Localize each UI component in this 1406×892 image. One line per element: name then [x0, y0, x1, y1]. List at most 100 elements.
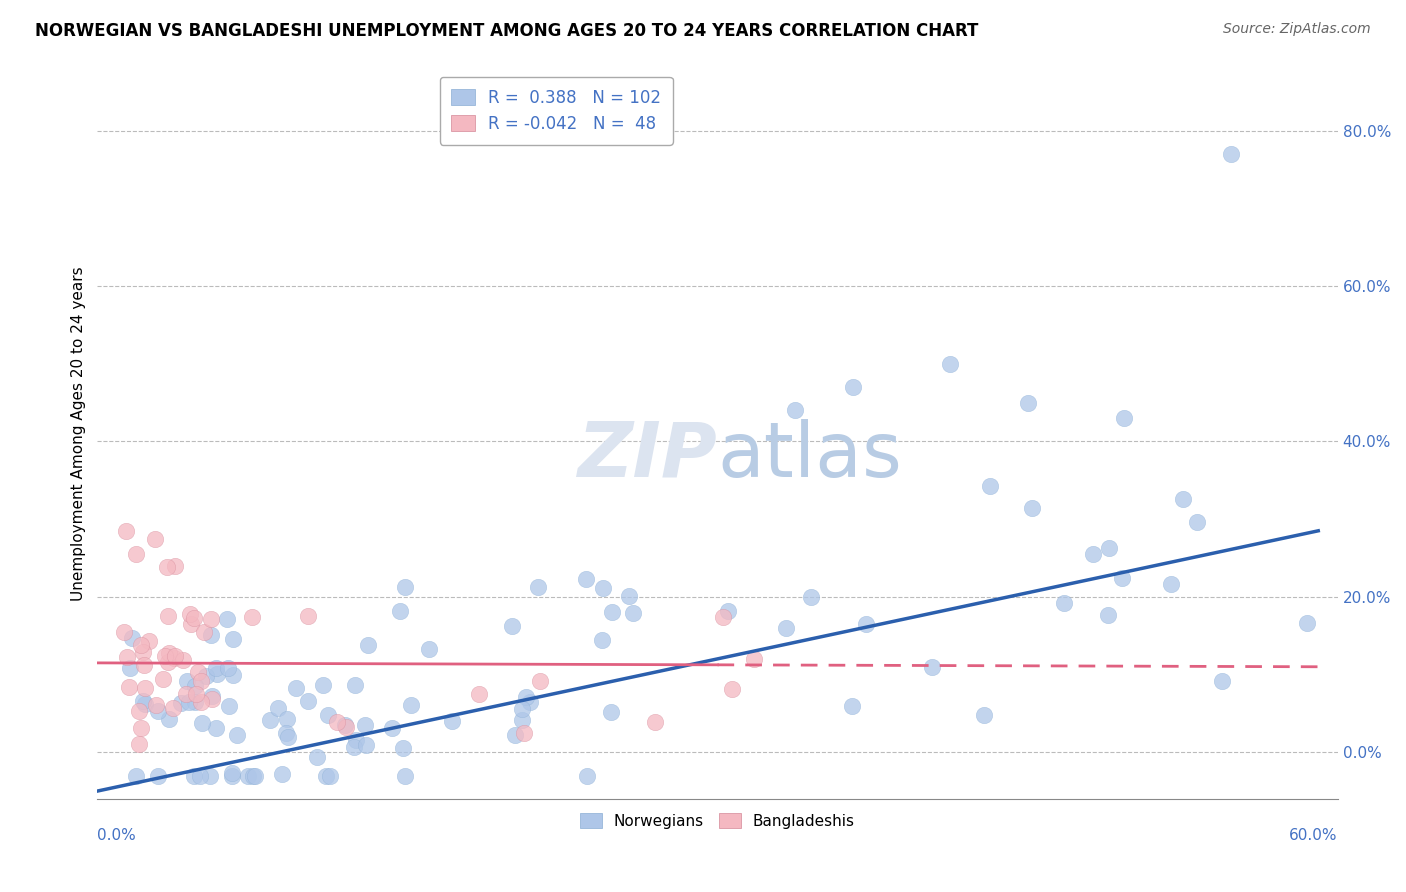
Point — [156, 559, 179, 574]
Point — [115, 650, 138, 665]
Point — [1160, 577, 1182, 591]
Point — [217, 661, 239, 675]
Point — [357, 638, 380, 652]
Point — [742, 651, 765, 665]
Point — [354, 739, 377, 753]
Point — [200, 628, 222, 642]
Point — [939, 357, 962, 371]
Point — [183, 611, 205, 625]
Point — [180, 616, 202, 631]
Point — [519, 695, 541, 709]
Point — [236, 768, 259, 782]
Point — [184, 687, 207, 701]
Point — [129, 722, 152, 736]
Point — [720, 682, 742, 697]
Point — [190, 768, 212, 782]
Point — [711, 609, 734, 624]
Point — [315, 768, 337, 782]
Point — [276, 730, 298, 744]
Point — [503, 727, 526, 741]
Point — [131, 638, 153, 652]
Point — [527, 580, 550, 594]
Point — [221, 765, 243, 780]
Y-axis label: Unemployment Among Ages 20 to 24 years: Unemployment Among Ages 20 to 24 years — [72, 267, 86, 601]
Point — [205, 721, 228, 735]
Point — [148, 768, 170, 782]
Point — [841, 699, 863, 714]
Point — [276, 726, 298, 740]
Point — [112, 625, 135, 640]
Point — [176, 674, 198, 689]
Point — [121, 632, 143, 646]
Point — [307, 750, 329, 764]
Point — [271, 767, 294, 781]
Point — [333, 717, 356, 731]
Point — [259, 713, 281, 727]
Point — [215, 612, 238, 626]
Point — [125, 768, 148, 782]
Point — [1185, 516, 1208, 530]
Point — [979, 479, 1001, 493]
Point — [163, 558, 186, 573]
Point — [145, 698, 167, 712]
Point — [132, 657, 155, 672]
Point — [510, 713, 533, 727]
Point — [156, 609, 179, 624]
Point — [193, 624, 215, 639]
Point — [226, 729, 249, 743]
Point — [510, 702, 533, 716]
Legend: Norwegians, Bangladeshis: Norwegians, Bangladeshis — [574, 807, 860, 835]
Point — [318, 707, 340, 722]
Point — [1081, 548, 1104, 562]
Text: 60.0%: 60.0% — [1289, 828, 1337, 843]
Point — [515, 690, 537, 704]
Point — [717, 604, 740, 618]
Point — [1111, 571, 1133, 585]
Text: Source: ZipAtlas.com: Source: ZipAtlas.com — [1223, 22, 1371, 37]
Point — [344, 732, 367, 747]
Point — [276, 712, 298, 726]
Point — [319, 768, 342, 782]
Point — [1097, 607, 1119, 622]
Point — [132, 645, 155, 659]
Point — [183, 768, 205, 782]
Point — [1211, 674, 1233, 689]
Point — [195, 669, 218, 683]
Point — [128, 738, 150, 752]
Point — [1296, 616, 1319, 631]
Point — [297, 694, 319, 708]
Point — [591, 632, 613, 647]
Point — [325, 714, 347, 729]
Point — [800, 591, 823, 605]
Point — [344, 678, 367, 692]
Point — [218, 699, 240, 714]
Point — [418, 641, 440, 656]
Point — [783, 403, 806, 417]
Point — [1220, 147, 1243, 161]
Point — [501, 619, 523, 633]
Point — [297, 609, 319, 624]
Point — [394, 768, 416, 782]
Point — [163, 650, 186, 665]
Point — [1097, 541, 1119, 555]
Point — [600, 605, 623, 619]
Point — [187, 665, 209, 680]
Point — [381, 721, 404, 735]
Point — [335, 720, 357, 734]
Point — [145, 532, 167, 546]
Point — [343, 739, 366, 754]
Point — [201, 689, 224, 703]
Point — [184, 695, 207, 709]
Point — [512, 726, 534, 740]
Point — [200, 692, 222, 706]
Point — [177, 695, 200, 709]
Text: atlas: atlas — [717, 418, 903, 492]
Point — [1021, 501, 1043, 516]
Point — [842, 380, 865, 394]
Point — [157, 712, 180, 726]
Point — [153, 648, 176, 663]
Point — [354, 717, 377, 731]
Point — [134, 697, 156, 711]
Point — [165, 648, 187, 663]
Point — [391, 740, 413, 755]
